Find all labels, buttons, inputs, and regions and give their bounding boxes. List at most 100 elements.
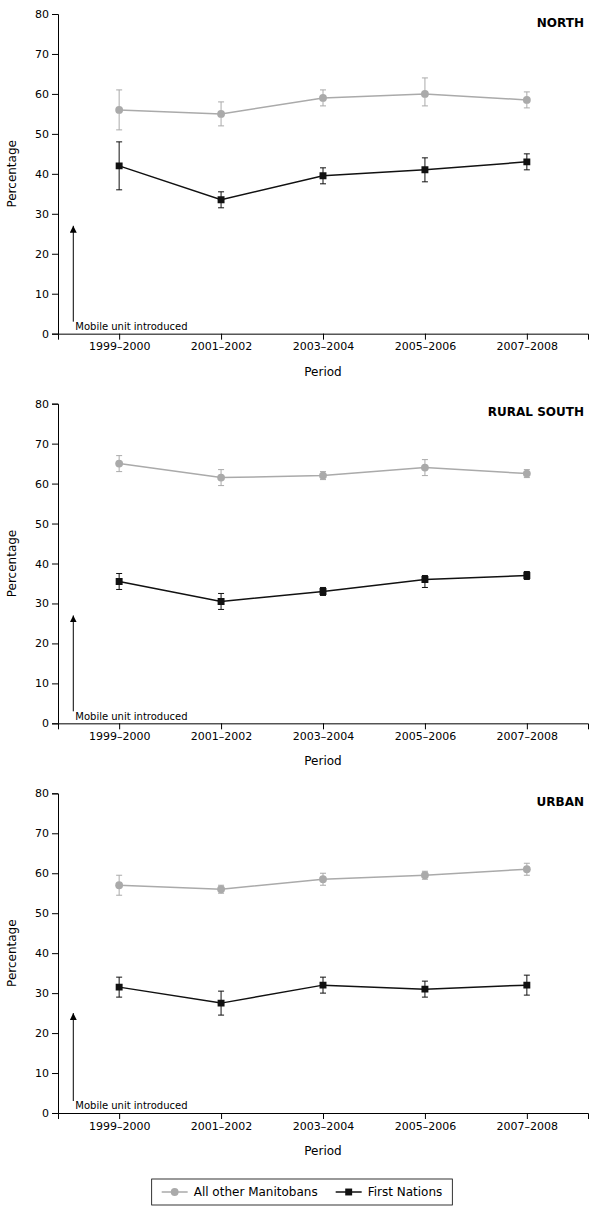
plot-area — [73, 78, 530, 322]
y-tick-mark — [52, 564, 58, 565]
plot-area — [73, 863, 530, 1101]
x-axis-line — [59, 1114, 589, 1120]
x-tick-mark — [425, 1113, 426, 1119]
x-tick-label: 2001–2002 — [191, 340, 253, 353]
annotation-arrow — [73, 615, 74, 711]
y-tick: 20 — [35, 248, 58, 261]
error-bar — [320, 90, 326, 106]
x-tick-label: 1999–2000 — [89, 1120, 150, 1133]
y-tick: 0 — [42, 328, 58, 341]
x-tick-mark — [323, 723, 324, 729]
series-line — [119, 94, 527, 114]
y-tick-label: 40 — [35, 947, 49, 960]
x-tick: 2007–2008 — [497, 1113, 559, 1133]
point-marker — [115, 106, 123, 114]
point-marker — [319, 472, 327, 480]
y-tick: 70 — [35, 827, 58, 840]
point-marker — [218, 1000, 225, 1007]
series-line — [119, 869, 527, 889]
chart-svg: 1999–20002001–20022003–20042005–20062007… — [0, 0, 604, 1215]
x-tick-label: 2007–2008 — [497, 340, 559, 353]
annotation-arrow — [73, 1013, 74, 1101]
error-bar — [116, 573, 122, 589]
y-tick: 10 — [35, 1067, 58, 1080]
error-bar — [524, 470, 530, 478]
x-tick-label: 2001–2002 — [191, 730, 253, 743]
y-axis-line — [52, 794, 59, 1114]
y-tick-mark — [52, 953, 58, 954]
y-tick: 60 — [35, 88, 58, 101]
error-bar — [422, 158, 428, 182]
error-bar — [218, 102, 224, 126]
error-bar — [116, 456, 122, 472]
x-tick-label: 2005–2006 — [395, 340, 457, 353]
x-tick-mark — [119, 1113, 120, 1119]
x-tick-label: 2007–2008 — [497, 1120, 559, 1133]
legend-swatch-marker — [345, 1189, 352, 1196]
panel: 1999–20002001–20022003–20042005–20062007… — [5, 398, 589, 769]
x-tick-mark — [119, 334, 120, 340]
chart-root: 1999–20002001–20022003–20042005–20062007… — [0, 0, 604, 1215]
x-axis-title: Period — [304, 1144, 341, 1158]
y-tick-mark — [52, 913, 58, 914]
point-marker — [319, 94, 327, 102]
error-bar — [218, 192, 224, 208]
annotation-arrow — [73, 226, 74, 322]
legend-label: All other Manitobans — [194, 1185, 318, 1199]
point-marker — [421, 986, 428, 993]
y-tick-mark — [52, 873, 58, 874]
error-bar — [218, 593, 224, 609]
x-tick: 2003–2004 — [293, 1113, 355, 1133]
x-tick-label: 2003–2004 — [293, 1120, 355, 1133]
y-tick: 10 — [35, 288, 58, 301]
y-tick-label: 40 — [35, 168, 49, 181]
y-tick-mark — [52, 643, 58, 644]
y-tick-mark — [52, 94, 58, 95]
series — [116, 142, 531, 208]
error-bar — [116, 977, 122, 997]
x-tick: 1999–2000 — [89, 1113, 150, 1133]
y-axis-title: Percentage — [5, 919, 19, 987]
y-tick: 60 — [35, 867, 58, 880]
legend-item: First Nations — [336, 1185, 443, 1199]
legend-frame — [152, 1179, 453, 1205]
y-tick-label: 80 — [35, 8, 49, 21]
series — [116, 975, 531, 1015]
y-tick-label: 0 — [42, 717, 49, 730]
x-axis: 1999–2000 2001–2002 2003–2004 2005–2006 2007… — [59, 1113, 589, 1133]
y-tick-mark — [52, 404, 58, 405]
x-tick-label: 1999–2000 — [89, 730, 150, 743]
y-tick-mark — [52, 14, 58, 15]
y-tick: 80 — [35, 8, 58, 21]
y-tick-mark — [52, 1073, 58, 1074]
point-marker — [116, 984, 123, 991]
y-tick-label: 70 — [35, 48, 49, 61]
series — [115, 863, 531, 895]
x-tick-mark — [425, 723, 426, 729]
x-tick-label: 2001–2002 — [191, 1120, 253, 1133]
y-tick-label: 60 — [35, 88, 49, 101]
x-tick-mark — [527, 723, 528, 729]
y-tick-mark — [52, 993, 58, 994]
point-marker — [421, 166, 428, 173]
x-tick-mark — [119, 723, 120, 729]
y-tick-mark — [52, 294, 58, 295]
y-axis: 01020304050607080 — [35, 8, 59, 341]
legend-swatch-marker — [171, 1188, 179, 1196]
y-tick-label: 10 — [35, 288, 49, 301]
error-bar — [218, 991, 224, 1015]
y-tick-mark — [52, 484, 58, 485]
legend: All other Manitobans First Nations — [152, 1179, 453, 1205]
plot-area — [73, 456, 530, 712]
error-bar — [524, 863, 530, 875]
point-marker — [217, 885, 225, 893]
x-axis: 1999–20002001–20022003–20042005–20062007… — [59, 723, 589, 743]
x-tick: 2005–2006 — [395, 1113, 457, 1133]
y-tick-label: 20 — [35, 1027, 49, 1040]
x-tick: 2005–2006 — [395, 334, 457, 354]
y-tick: 80 — [35, 398, 58, 411]
x-tick: 2005–2006 — [395, 723, 457, 743]
y-tick-label: 20 — [35, 637, 49, 650]
y-tick-label: 10 — [35, 1067, 49, 1080]
y-axis: 01020304050607080 — [35, 787, 59, 1120]
